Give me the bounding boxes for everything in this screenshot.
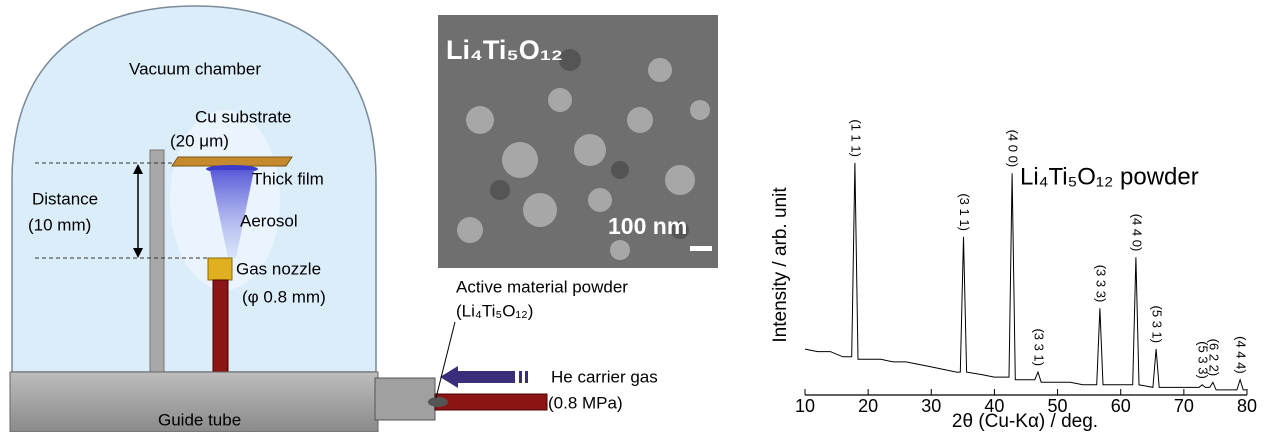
- peak-label: (6 2 2): [1206, 339, 1221, 377]
- label: Distance: [32, 189, 98, 208]
- chart-label: Li₄Ti₅O₁₂ powder: [1020, 163, 1199, 190]
- peak-label: (4 4 0): [1129, 214, 1144, 252]
- x-tick-label: 10: [795, 396, 815, 416]
- label: Active material powder: [456, 277, 628, 296]
- x-tick-label: 40: [984, 396, 1004, 416]
- figure: Vacuum chamber Cu substrate (20 μm) Thic…: [0, 0, 1266, 432]
- peak-label: (5 3 1): [1150, 306, 1165, 344]
- label: Vacuum chamber: [129, 59, 261, 78]
- scale-bar-label: 100 nm: [608, 213, 687, 239]
- x-tick-label: 70: [1174, 396, 1194, 416]
- label: He carrier gas: [551, 367, 658, 386]
- peak-label: (4 4 4): [1234, 336, 1249, 374]
- spectrum: [805, 163, 1247, 390]
- label: Thick film: [252, 169, 324, 188]
- x-tick-label: 50: [1048, 396, 1068, 416]
- label: Guide tube: [158, 410, 241, 429]
- x-tick-label: 60: [1111, 396, 1131, 416]
- label: Cu substrate: [195, 107, 291, 126]
- label: (10 mm): [28, 215, 91, 234]
- label: (Li₄Ti₅O₁₂): [456, 301, 533, 320]
- peak-label: (1 1 1): [848, 119, 863, 157]
- label: (0.8 MPa): [548, 393, 623, 412]
- x-tick-label: 80: [1237, 396, 1257, 416]
- x-tick-label: 20: [858, 396, 878, 416]
- peak-label: (3 1 1): [957, 193, 972, 231]
- x-tick-label: 30: [921, 396, 941, 416]
- label: Aerosol: [240, 211, 298, 230]
- x-axis-label: 2θ (Cu-Kα) / deg.: [952, 411, 1098, 432]
- label: (20 μm): [170, 131, 229, 150]
- sem-title: Li₄Ti₅O₁₂: [446, 35, 563, 65]
- label: (φ 0.8 mm): [242, 287, 326, 306]
- peak-label: (4 0 0): [1006, 130, 1021, 168]
- label: Gas nozzle: [236, 259, 321, 278]
- peak-label: (3 3 3): [1093, 265, 1108, 303]
- peak-label: (3 3 1): [1032, 328, 1047, 366]
- y-axis-label: Intensity / arb. unit: [770, 187, 791, 343]
